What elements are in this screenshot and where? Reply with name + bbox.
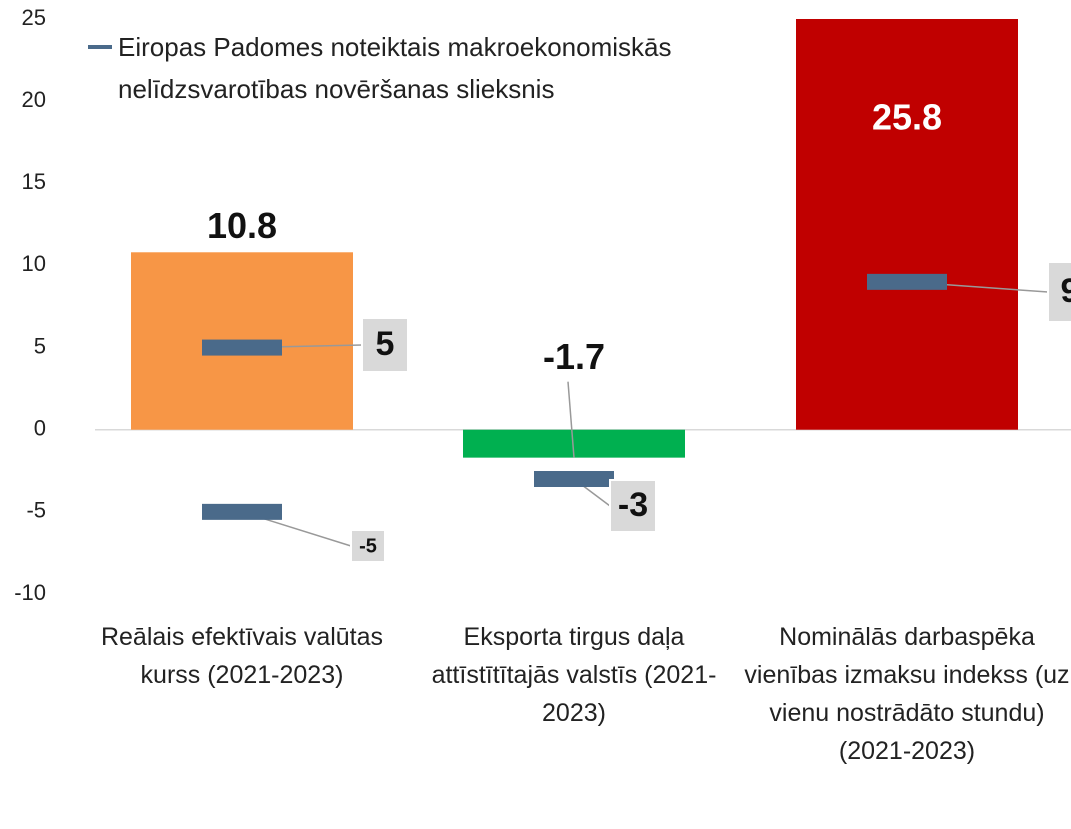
legend-label: Eiropas Padomes noteiktais makroekonomis… — [118, 32, 672, 104]
bar — [796, 19, 1018, 430]
threshold-label: -5 — [359, 535, 377, 557]
y-tick-label: 0 — [34, 416, 46, 441]
threshold-marker — [867, 273, 947, 290]
value-label: 10.8 — [207, 205, 277, 246]
y-tick-label: 15 — [22, 169, 46, 194]
threshold-marker — [202, 503, 282, 520]
y-tick-label: 25 — [22, 5, 46, 30]
value-label: 25.8 — [872, 97, 942, 138]
threshold-label: 5 — [376, 325, 395, 363]
threshold-label-box — [350, 529, 386, 563]
y-tick-label: 20 — [22, 87, 46, 112]
plot-area — [131, 19, 1018, 458]
threshold-label-box — [1047, 261, 1071, 323]
y-tick-label: -10 — [14, 580, 46, 605]
x-tick-label: Eksporta tirgus daļa attīstītītajās vals… — [431, 623, 717, 727]
threshold-marker — [202, 339, 282, 356]
value-label: -1.7 — [543, 336, 605, 377]
threshold-marker — [534, 471, 614, 487]
threshold-label-box — [361, 317, 409, 373]
threshold-label: -3 — [618, 486, 648, 524]
x-tick-label: Nominālās darbaspēka vienības izmaksu in… — [744, 623, 1070, 765]
y-tick-label: 5 — [34, 333, 46, 358]
x-tick-label: Reālais efektīvais valūtas kurss (2021-2… — [100, 623, 384, 689]
leader-line — [567, 381, 575, 458]
threshold-label-box — [609, 479, 657, 533]
threshold-label: 9 — [1061, 272, 1071, 310]
y-tick-label: 10 — [22, 251, 46, 276]
y-tick-label: -5 — [26, 498, 46, 523]
